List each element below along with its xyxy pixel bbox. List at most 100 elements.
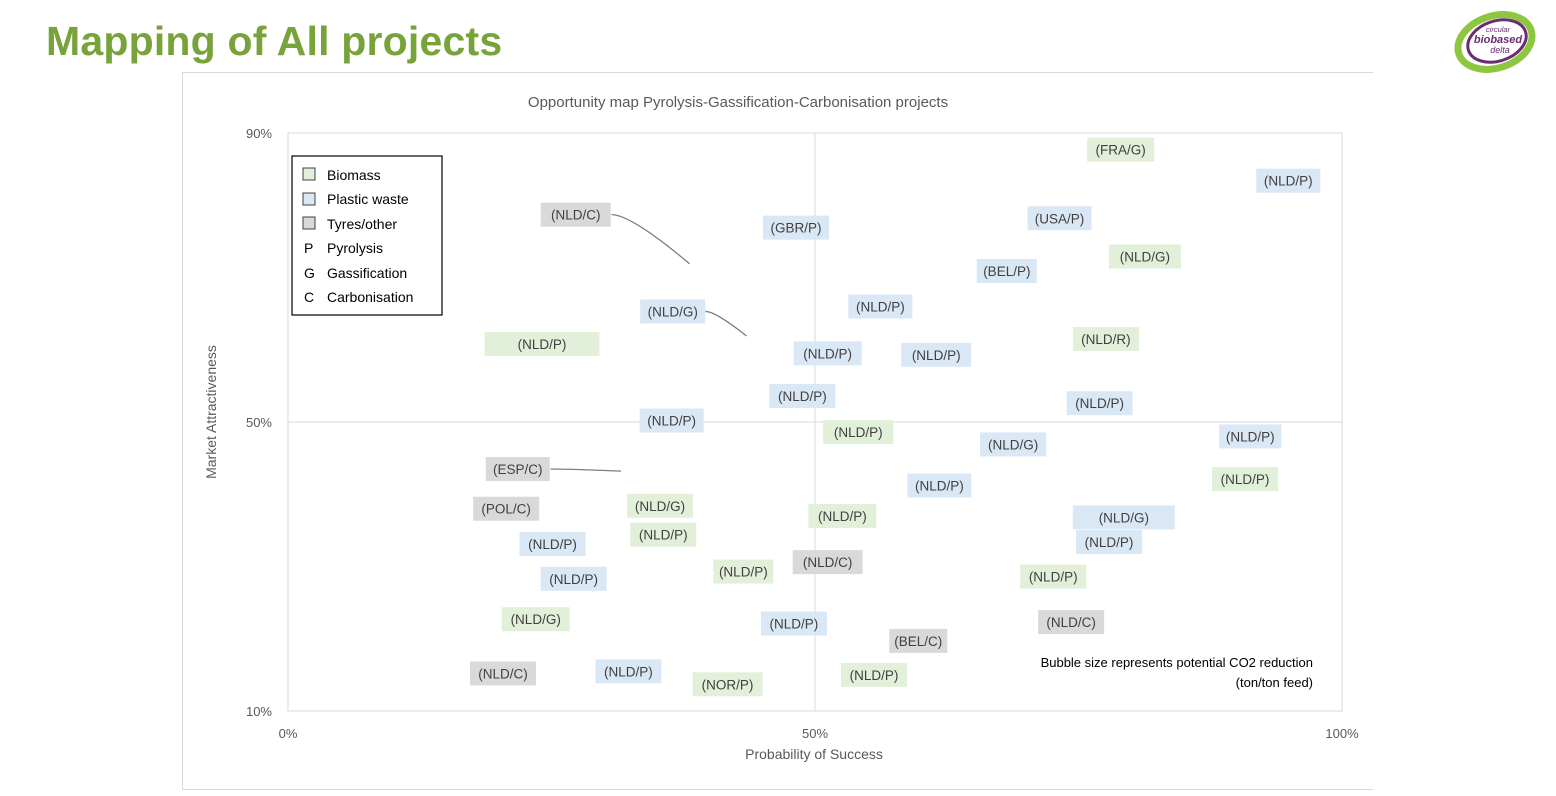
data-point-label: (POL/C) [481, 502, 531, 517]
data-point: (NLD/P) [823, 420, 894, 445]
data-point-box [901, 342, 972, 367]
data-point-label: (NLD/P) [518, 337, 567, 352]
data-point-label: (NLD/C) [1046, 615, 1096, 630]
data-point-box [1027, 206, 1092, 231]
data-point-label: (NLD/P) [778, 389, 827, 404]
data-point-label: (NOR/P) [702, 677, 754, 692]
data-point-box [1066, 391, 1133, 416]
data-point-label: (NLD/P) [1221, 472, 1270, 487]
data-points: (FRA/G) (NLD/P) (USA/P) (NLD/C) (GBR/P) (NLD/… [470, 137, 1321, 697]
legend-symbol: G [304, 265, 315, 281]
data-point-box [1038, 610, 1105, 635]
data-point-label: (NLD/G) [511, 612, 561, 627]
legend-label: Tyres/other [327, 216, 397, 232]
y-tick-label: 90% [246, 126, 272, 141]
legend: Biomass Plastic waste Tyres/other P Pyro… [291, 155, 443, 316]
data-point: (NLD/P) [793, 341, 862, 366]
data-point-label: (NLD/P) [1075, 396, 1124, 411]
data-point-label: (NLD/G) [635, 499, 685, 514]
data-point-label: (ESP/C) [493, 462, 543, 477]
x-tick-label: 50% [802, 726, 828, 741]
data-point-label: (NLD/P) [850, 668, 899, 683]
data-point-box [823, 420, 894, 445]
x-axis-label: Probability of Success [745, 746, 883, 762]
data-point: (NLD/P) [540, 566, 607, 591]
data-point-label: (NLD/P) [639, 528, 688, 543]
data-point-box [1256, 168, 1321, 193]
data-point-label: (NLD/P) [834, 425, 883, 440]
data-point-label: (NLD/P) [1029, 570, 1078, 585]
data-point-box [980, 432, 1047, 457]
x-tick-label: 0% [279, 726, 298, 741]
data-point-label: (BEL/C) [894, 634, 942, 649]
data-point-box [713, 559, 774, 584]
data-point-box [1108, 244, 1181, 269]
data-point-box [792, 550, 863, 575]
legend-label: Carbonisation [327, 289, 413, 305]
data-point: (NLD/P) [841, 662, 908, 687]
data-point: (NLD/G) [627, 493, 694, 518]
slide-title: Mapping of All projects [46, 18, 503, 64]
data-point: (NLD/P) [1020, 564, 1087, 589]
data-point-box [470, 661, 537, 686]
data-point: (NLD/P) [484, 331, 600, 356]
data-point-box [1072, 505, 1175, 530]
y-tick-label: 50% [246, 415, 272, 430]
legend-symbol: C [304, 289, 314, 305]
data-point-label: (FRA/G) [1096, 143, 1146, 158]
data-point-box [485, 456, 550, 481]
data-point-box [501, 607, 570, 632]
circular-biobased-delta-logo: circular biobased delta [1454, 11, 1536, 73]
data-point-box [769, 383, 836, 408]
data-point: (NLD/P) [1212, 467, 1279, 492]
data-point: (NLD/P) [639, 408, 704, 433]
data-point-label: (NLD/C) [551, 208, 601, 223]
data-point: (NLD/P) [630, 522, 697, 547]
data-point: (NLD/C) [792, 550, 863, 575]
data-point: (NLD/P) [1219, 424, 1282, 449]
data-point: (NLD/C) [470, 661, 537, 686]
data-point-box [540, 566, 607, 591]
data-point-box [473, 496, 540, 521]
data-point-box [848, 294, 913, 319]
data-point: (NLD/P) [1076, 529, 1143, 554]
bubble-size-note: Bubble size represents potential CO2 red… [1041, 655, 1313, 690]
data-point: (GBR/P) [763, 215, 830, 240]
data-point-box [1072, 326, 1139, 351]
data-point: (NLD/P) [808, 503, 877, 528]
data-point: (NLD/P) [760, 611, 827, 636]
data-point: (BEL/C) [889, 628, 948, 653]
data-point-box [692, 672, 763, 697]
legend-label: Pyrolysis [327, 240, 383, 256]
data-point: (POL/C) [473, 496, 540, 521]
data-point-label: (NLD/P) [912, 348, 961, 363]
data-point: (NLD/P) [713, 559, 774, 584]
data-point: (BEL/P) [976, 258, 1037, 283]
data-point-box [540, 202, 611, 227]
data-point: (NLD/P) [907, 473, 972, 498]
data-point: (ESP/C) [485, 456, 550, 481]
data-point-box [763, 215, 830, 240]
data-point-box [760, 611, 827, 636]
legend-swatch-plastic [302, 192, 316, 206]
data-point-label: (NLD/P) [549, 572, 598, 587]
logo-text-line3: delta [1490, 45, 1510, 55]
data-point: (NLD/C) [1038, 610, 1105, 635]
bubble-size-note-line2: (ton/ton feed) [1236, 675, 1313, 690]
data-point: (NLD/G) [640, 299, 706, 324]
legend-label: Plastic waste [327, 191, 409, 207]
data-point-box [639, 408, 704, 433]
x-axis-ticks: 0% 50% 100% [279, 726, 1359, 741]
leader-line [611, 213, 690, 265]
data-point-box [1087, 137, 1155, 162]
data-point: (NLD/G) [980, 432, 1047, 457]
data-point-label: (NLD/P) [647, 414, 696, 429]
data-point: (NLD/G) [1072, 505, 1175, 530]
data-point-label: (NLD/C) [803, 555, 853, 570]
bubble-size-note-line1: Bubble size represents potential CO2 red… [1041, 655, 1313, 670]
y-axis-label: Market Attractiveness [203, 345, 219, 479]
legend-swatch-biomass [302, 167, 316, 181]
legend-box [291, 155, 443, 316]
data-point-box [1212, 467, 1279, 492]
x-tick-label: 100% [1325, 726, 1359, 741]
